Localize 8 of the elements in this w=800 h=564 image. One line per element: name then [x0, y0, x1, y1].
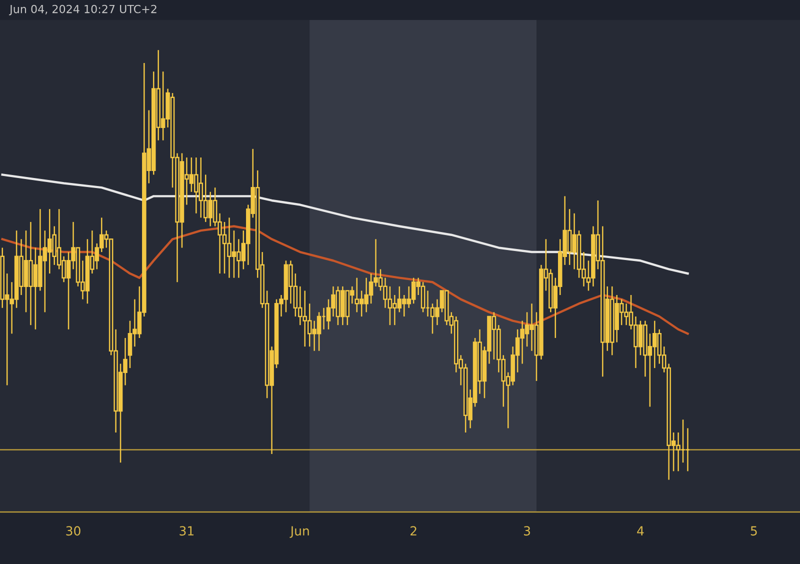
x-tick-label: 31 [180, 526, 194, 536]
x-tick-label: 30 [66, 526, 80, 536]
x-tick-label: Jun [290, 526, 309, 538]
x-tick-label: 5 [750, 526, 757, 536]
x-tick-label: 2 [410, 526, 416, 536]
text: Jun 04, 2024 10:27 UTC+2 [9, 4, 156, 16]
x-tick-label: 3 [524, 526, 530, 536]
x-tick-label: 4 [637, 526, 644, 536]
